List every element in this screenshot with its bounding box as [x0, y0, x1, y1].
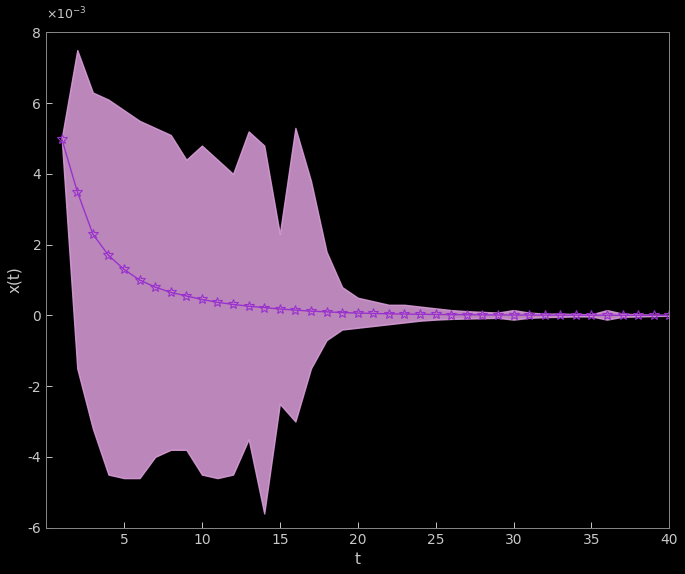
Y-axis label: x(t): x(t) [7, 267, 22, 293]
X-axis label: t: t [355, 552, 361, 567]
Text: $\times10^{-3}$: $\times10^{-3}$ [46, 6, 87, 22]
